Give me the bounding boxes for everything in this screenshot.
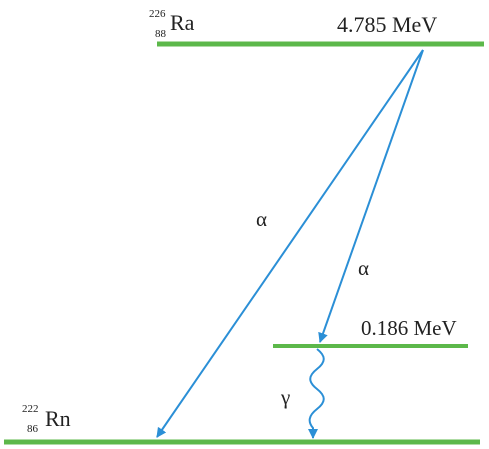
- rn-mass-number: 222: [22, 403, 39, 415]
- rn-symbol: Rn: [45, 406, 71, 431]
- ra-symbol: Ra: [170, 10, 195, 35]
- rn-atomic-number: 86: [27, 423, 39, 435]
- ra-atomic-number: 88: [155, 28, 167, 40]
- alpha-label-excited: α: [358, 256, 369, 280]
- gamma-wavy-arrow: [308, 348, 325, 439]
- ra-energy-label: 4.785 MeV: [337, 12, 437, 37]
- ra-mass-number: 226: [149, 8, 166, 20]
- excited-energy-label: 0.186 MeV: [361, 316, 457, 340]
- alpha-arrow-to-excited: [318, 49, 424, 343]
- gamma-label: γ: [280, 385, 290, 409]
- alpha-arrow-to-ground: [156, 49, 424, 438]
- alpha-label-ground: α: [256, 207, 267, 231]
